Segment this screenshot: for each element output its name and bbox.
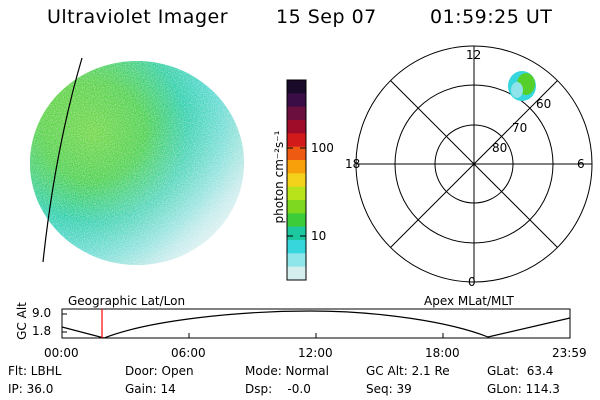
- alt-plot-ytick-9: 9.0: [32, 306, 52, 320]
- colorbar-segment: [287, 253, 306, 268]
- colorbar-segment: [287, 146, 306, 161]
- polar-ring-70: 70: [512, 121, 528, 135]
- colorbar-tick-100: 100: [311, 141, 334, 155]
- param-seq: Seq: 39: [366, 382, 412, 396]
- polar-label-right: 6: [577, 157, 585, 171]
- instrument-title: Ultraviolet Imager: [47, 6, 229, 28]
- colorbar-segment: [287, 200, 306, 214]
- param-mode: Mode: Normal: [245, 364, 329, 378]
- param-gain: Gain: 14: [125, 382, 176, 396]
- date-label: 15 Sep 07: [276, 6, 377, 28]
- colorbar-segment: [287, 106, 306, 121]
- polar-label-left: 18: [345, 157, 361, 171]
- colorbar-segment: [287, 160, 306, 174]
- alt-plot-xtick-2: 12:00: [298, 346, 333, 360]
- param-ip: IP: 36.0: [8, 382, 54, 396]
- polar-ring-60: 60: [536, 97, 552, 111]
- polar-ring-80: 80: [492, 141, 508, 155]
- alt-plot-xtick-4: 23:59: [552, 346, 587, 360]
- colorbar-segment: [287, 213, 306, 228]
- polar-label-bottom: 0: [468, 275, 476, 289]
- alt-plot-xtick-3: 18:00: [425, 346, 460, 360]
- altitude-curve: [61, 310, 571, 339]
- alt-plot-ytick-1-8: 1.8: [32, 324, 52, 338]
- colorbar-segment: [287, 80, 306, 94]
- colorbar-segment: [287, 93, 306, 108]
- colorbar-segment: [287, 266, 306, 281]
- alt-plot-right-title: Apex MLat/MLT: [424, 294, 514, 308]
- time-label: 01:59:25 UT: [430, 6, 553, 28]
- polar-label-top: 12: [466, 48, 482, 62]
- colorbar-segment: [287, 186, 306, 201]
- aurora-patch: [508, 71, 536, 101]
- colorbar-segment: [287, 173, 306, 188]
- param-flt: Flt: LBHL: [8, 364, 62, 378]
- alt-plot-left-title: Geographic Lat/Lon: [68, 294, 186, 308]
- colorbar-segment: [287, 120, 306, 134]
- param-dsp: Dsp: -0.0: [245, 382, 311, 396]
- colorbar-tick-10: 10: [311, 229, 327, 243]
- colorbar-segment: [287, 240, 306, 254]
- terminator-line: [42, 57, 83, 263]
- param-glon: GLon: 114.3: [487, 382, 560, 396]
- alt-plot-xtick-0: 00:00: [44, 346, 79, 360]
- param-gcalt: GC Alt: 2.1 Re: [366, 364, 450, 378]
- alt-plot-y-label: GC Alt: [15, 302, 29, 340]
- param-door: Door: Open: [125, 364, 194, 378]
- colorbar-segment: [287, 226, 306, 241]
- param-glat: GLat: 63.4: [487, 364, 554, 378]
- alt-plot-xtick-1: 06:00: [171, 346, 206, 360]
- colorbar-segment: [287, 133, 306, 148]
